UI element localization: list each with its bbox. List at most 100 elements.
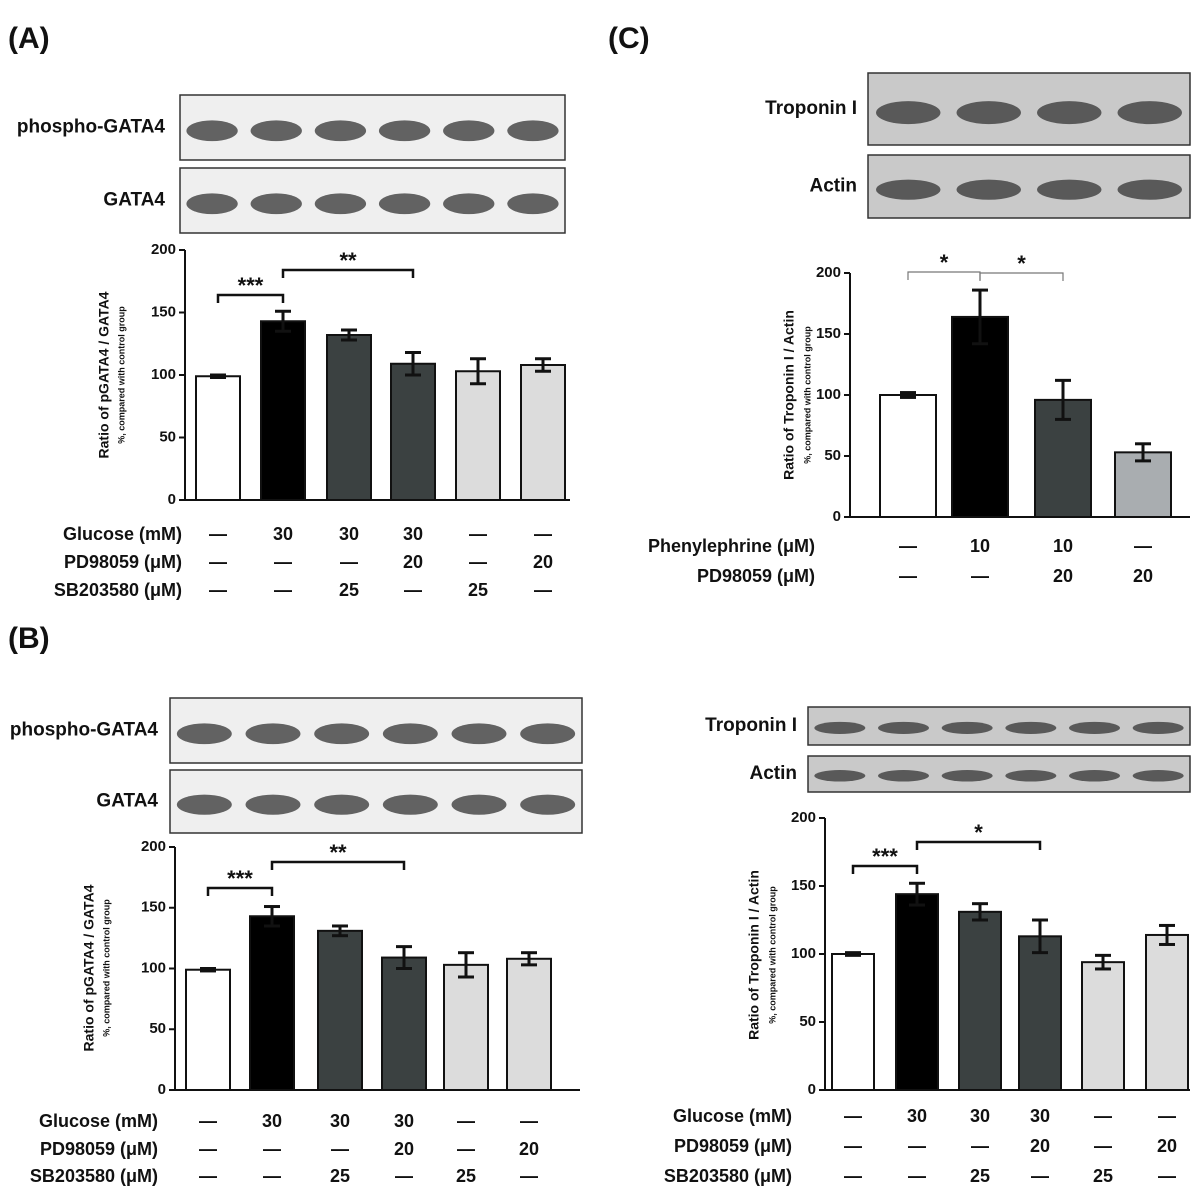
condition-label: SB203580 (μM) [30, 1166, 158, 1186]
y-tick-label: 100 [151, 366, 176, 383]
y-axis-sublabel: %, compared with control group [116, 306, 126, 444]
condition-value: — [520, 1166, 538, 1186]
significance-label: ** [339, 248, 357, 273]
error-bar [341, 328, 357, 342]
condition-value: — [457, 1111, 475, 1131]
blot-band [245, 794, 301, 815]
condition-value: — [1158, 1106, 1176, 1126]
blot-band [1117, 179, 1182, 200]
condition-value: 20 [1133, 566, 1153, 586]
condition-label: Glucose (mM) [673, 1106, 792, 1126]
condition-label: Glucose (mM) [63, 524, 182, 544]
blot-image [169, 769, 583, 834]
condition-value: — [1158, 1166, 1176, 1186]
condition-label: Glucose (mM) [39, 1111, 158, 1131]
condition-value: — [199, 1166, 217, 1186]
blot-band [1069, 770, 1120, 782]
bar [390, 362, 436, 501]
condition-value: 30 [330, 1111, 350, 1131]
condition-value: 20 [403, 552, 423, 572]
condition-label: PD98059 (μM) [697, 566, 815, 586]
bar [195, 375, 241, 501]
condition-value: — [844, 1106, 862, 1126]
blot-band [878, 721, 929, 734]
blot-band [176, 723, 232, 745]
blot-band [186, 193, 238, 215]
bar [249, 915, 295, 1091]
condition-label: PD98059 (μM) [674, 1136, 792, 1156]
y-tick-label: 200 [816, 264, 841, 281]
blot-image [807, 706, 1191, 746]
error-bar [264, 905, 280, 928]
bar [455, 370, 501, 501]
blot-band [520, 723, 576, 745]
blot-band [878, 770, 929, 782]
condition-value: — [395, 1166, 413, 1186]
error-bar [1135, 442, 1151, 463]
blot-band [876, 101, 941, 125]
significance-bracket [281, 268, 415, 278]
condition-value: 20 [533, 552, 553, 572]
significance-bracket [979, 272, 1064, 281]
error-bar [210, 373, 226, 379]
y-tick-label: 50 [799, 1013, 816, 1030]
condition-value: 25 [970, 1166, 990, 1186]
y-tick-label: 50 [824, 447, 841, 464]
blot-label: Actin [810, 176, 858, 197]
panel: Troponin I Actin Ratio of Troponin I / Act… [664, 706, 1191, 1186]
condition-value: — [844, 1136, 862, 1156]
condition-label: Phenylephrine (μM) [648, 536, 815, 556]
y-tick-label: 100 [141, 959, 166, 976]
condition-value: — [844, 1166, 862, 1186]
condition-value: — [469, 552, 487, 572]
condition-value: — [1094, 1136, 1112, 1156]
significance-bracket [915, 840, 1042, 850]
blot-band [1132, 721, 1184, 734]
condition-value: — [209, 524, 227, 544]
blot-band [876, 179, 941, 200]
y-tick-label: 0 [168, 491, 176, 508]
condition-value: 30 [394, 1111, 414, 1131]
y-tick-label: 150 [791, 877, 816, 894]
condition-value: — [199, 1139, 217, 1159]
y-axis-sublabel: %, compared with control group [767, 886, 777, 1024]
blot-label: Actin [750, 763, 798, 784]
error-bar [1055, 378, 1071, 421]
condition-value: — [520, 1111, 538, 1131]
blot-band [250, 120, 302, 142]
condition-value: — [469, 524, 487, 544]
significance-label: ** [329, 840, 347, 865]
y-tick-label: 200 [151, 241, 176, 258]
blot-band [814, 721, 866, 734]
error-bar [275, 309, 291, 333]
condition-value: 20 [394, 1139, 414, 1159]
error-bar [332, 924, 348, 938]
blot-band [382, 794, 438, 815]
blot-band [1005, 770, 1057, 782]
blot-label: Troponin I [705, 715, 797, 736]
condition-label: SB203580 (μM) [54, 580, 182, 600]
y-tick-label: 0 [833, 508, 841, 525]
blot-band [250, 193, 302, 215]
blot-band [378, 120, 431, 142]
blot-label: phospho-GATA4 [10, 720, 159, 741]
y-tick-label: 0 [808, 1081, 816, 1098]
bar [381, 956, 427, 1091]
blot-band [314, 120, 367, 142]
bar [443, 963, 489, 1091]
condition-value: — [1094, 1106, 1112, 1126]
significance-label: *** [227, 866, 253, 891]
bar [1145, 933, 1189, 1092]
bar [185, 968, 231, 1092]
blot-band [507, 120, 559, 142]
error-bar [200, 967, 216, 973]
blot-band [443, 120, 495, 142]
condition-value: — [209, 552, 227, 572]
error-bar [458, 951, 474, 979]
blot-band [314, 193, 367, 215]
y-tick-label: 100 [816, 386, 841, 403]
condition-value: 30 [262, 1111, 282, 1131]
condition-label: SB203580 (μM) [664, 1166, 792, 1186]
condition-value: — [908, 1166, 926, 1186]
condition-value: — [534, 580, 552, 600]
